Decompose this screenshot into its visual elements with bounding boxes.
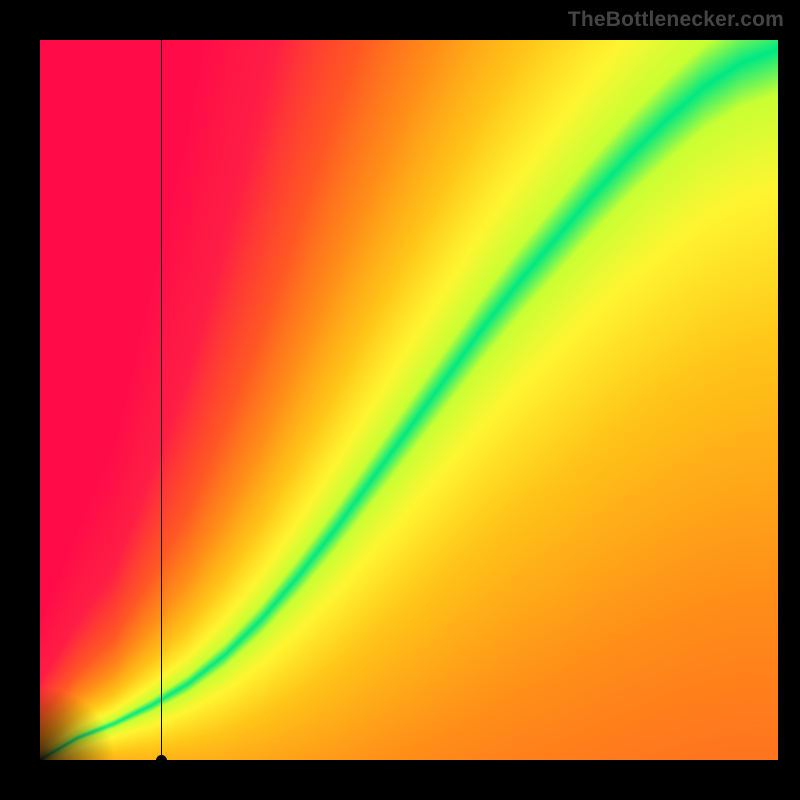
marker-dot — [156, 755, 167, 766]
watermark-text: TheBottlenecker.com — [568, 8, 784, 32]
marker-vertical-line — [161, 40, 162, 760]
heatmap-plot — [40, 40, 778, 760]
heatmap-canvas — [40, 40, 778, 760]
